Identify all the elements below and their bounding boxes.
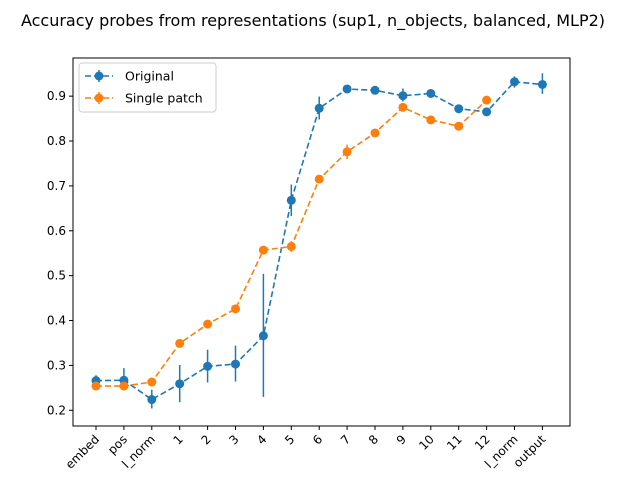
data-point bbox=[258, 331, 268, 341]
data-point bbox=[510, 77, 519, 87]
data-point bbox=[454, 104, 464, 114]
data-point bbox=[119, 381, 129, 391]
data-point bbox=[482, 107, 492, 117]
data-point bbox=[342, 84, 352, 94]
y-tick-label: 0.9 bbox=[47, 89, 66, 103]
data-point bbox=[370, 128, 380, 138]
data-point bbox=[342, 147, 352, 157]
data-point bbox=[203, 361, 213, 371]
data-point bbox=[147, 395, 157, 405]
data-point bbox=[314, 174, 324, 184]
chart-title: Accuracy probes from representations (su… bbox=[21, 11, 605, 31]
y-tick-label: 0.2 bbox=[47, 403, 66, 417]
legend-label: Single patch bbox=[125, 91, 203, 106]
data-point bbox=[231, 359, 240, 369]
data-point bbox=[537, 79, 547, 89]
data-point bbox=[398, 102, 408, 112]
y-tick-label: 0.4 bbox=[47, 314, 66, 328]
legend: Original Single patch bbox=[78, 62, 217, 113]
data-point bbox=[175, 338, 185, 348]
legend-label: Original bbox=[125, 69, 174, 84]
data-point bbox=[370, 85, 380, 95]
data-point bbox=[314, 103, 324, 113]
data-point bbox=[398, 91, 408, 101]
data-point bbox=[286, 195, 296, 205]
y-tick-label: 0.6 bbox=[47, 224, 66, 238]
series-single-patch bbox=[91, 95, 492, 391]
y-tick-label: 0.3 bbox=[47, 358, 66, 372]
legend-box bbox=[78, 62, 217, 113]
data-point bbox=[231, 304, 240, 314]
legend-marker bbox=[94, 93, 104, 103]
series-original bbox=[91, 73, 547, 409]
data-point bbox=[286, 241, 296, 251]
data-point bbox=[258, 245, 268, 255]
data-point bbox=[482, 95, 492, 105]
y-tick-label: 0.5 bbox=[47, 269, 66, 283]
data-point bbox=[147, 377, 157, 387]
data-point bbox=[91, 381, 101, 391]
y-tick-label: 0.7 bbox=[47, 179, 66, 193]
legend-marker bbox=[94, 71, 104, 81]
data-point bbox=[454, 121, 464, 131]
data-point bbox=[426, 88, 436, 98]
axes-frame bbox=[72, 57, 571, 427]
y-tick-label: 0.8 bbox=[47, 134, 66, 148]
data-point bbox=[426, 115, 436, 125]
data-point bbox=[203, 319, 213, 329]
legend-entries: Original Single patch bbox=[85, 69, 203, 106]
data-point bbox=[175, 379, 185, 389]
